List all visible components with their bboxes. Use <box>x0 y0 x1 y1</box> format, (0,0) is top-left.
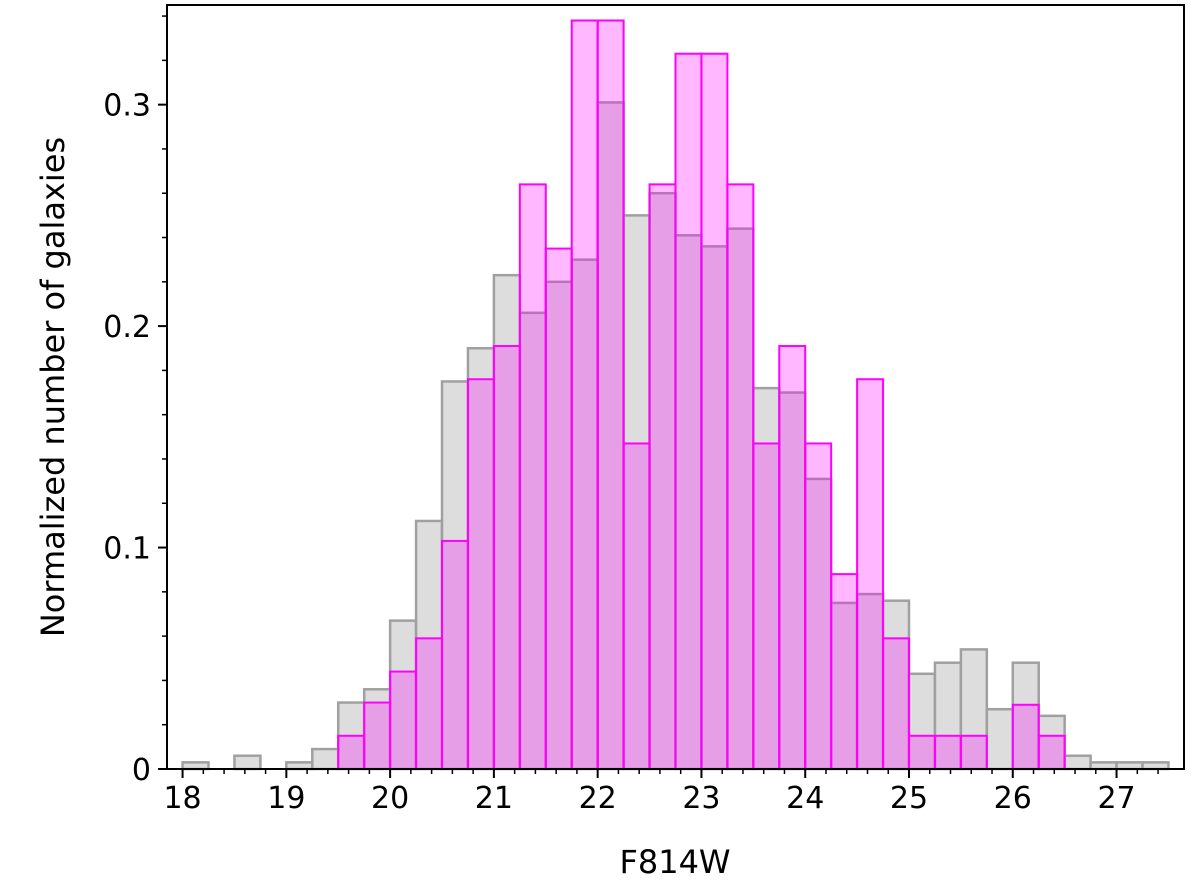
x-tick-label: 19 <box>267 781 305 816</box>
series-1-bar <box>830 573 859 770</box>
series-0-bar <box>803 477 833 771</box>
series-0-bar <box>1063 754 1092 771</box>
x-tick-label: 22 <box>579 781 617 816</box>
series-0-bar <box>466 346 496 771</box>
series-1-bar <box>363 701 392 771</box>
series-0-bar <box>388 619 418 771</box>
x-tick-label: 27 <box>1097 781 1135 816</box>
series-1-bar <box>518 183 547 771</box>
series-0-bar <box>985 707 1015 771</box>
series-1-bar <box>726 183 755 771</box>
series-1-bar <box>933 734 962 770</box>
series-1-bar <box>778 345 807 770</box>
series-1-bar <box>1011 703 1040 771</box>
series-1-bar <box>700 52 729 771</box>
x-tick-label: 26 <box>994 781 1032 816</box>
y-axis-label: Normalized number of galaxies <box>34 137 72 637</box>
series-1-bar <box>337 734 366 770</box>
x-tick-label: 24 <box>786 781 824 816</box>
series-1-bar <box>389 670 418 770</box>
plot-frame <box>166 4 1185 770</box>
x-axis-label: F814W <box>619 843 730 881</box>
x-tick-label: 25 <box>890 781 928 816</box>
x-tick-label: 21 <box>475 781 513 816</box>
series-1-bar <box>441 539 469 770</box>
series-1-bar <box>492 345 521 770</box>
y-tick-label: 0 <box>132 753 151 788</box>
series-1-bar <box>752 442 781 770</box>
series-1-bar <box>622 442 651 770</box>
y-tick-label: 0.3 <box>103 89 151 124</box>
y-tick-label: 0.1 <box>103 532 151 567</box>
series-1-bar <box>882 637 910 770</box>
series-0-bar <box>622 214 651 771</box>
series-1-bar <box>1037 734 1066 770</box>
series-1-bar <box>570 19 599 770</box>
series-0-bar <box>233 754 262 771</box>
series-0-bar <box>596 101 625 771</box>
bars-layer <box>181 19 1170 771</box>
x-tick-label: 20 <box>371 781 409 816</box>
ticks-layer: 18 19 20 21 22 23 24 25 26 27 0 0.1 0.2 0.3 <box>103 15 1159 816</box>
series-1-bar <box>959 734 988 770</box>
series-0-bar <box>414 519 444 771</box>
y-tick-label: 0.2 <box>103 310 151 345</box>
series-1-bar <box>415 637 444 770</box>
x-tick-label: 23 <box>682 781 720 816</box>
series-1-bar <box>596 19 625 770</box>
x-tick-label: 18 <box>163 781 201 816</box>
series-1-bar <box>804 442 833 770</box>
series-1-bar <box>648 183 677 771</box>
series-1-bar <box>907 734 936 770</box>
series-1-bar <box>674 52 703 771</box>
series-1-bar <box>544 247 573 771</box>
series-1-bar <box>856 378 885 770</box>
series-0-bar <box>311 747 340 771</box>
series-1-bar <box>466 378 495 770</box>
series-0-bar <box>881 599 911 771</box>
